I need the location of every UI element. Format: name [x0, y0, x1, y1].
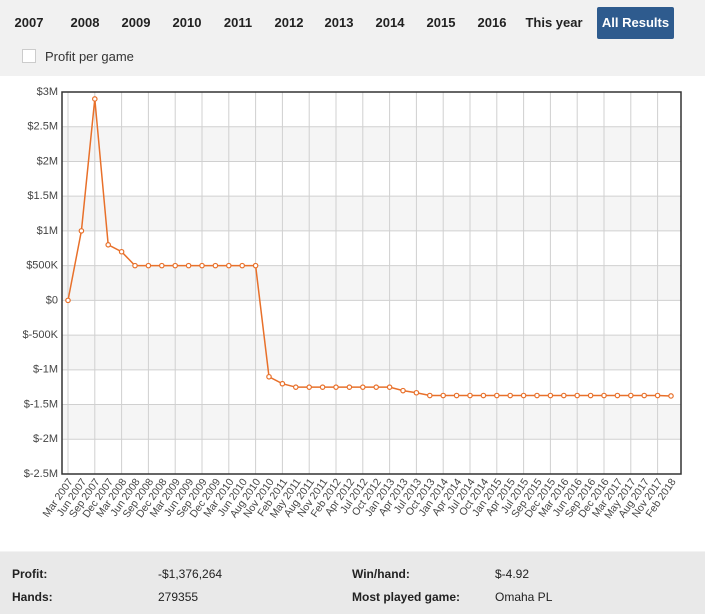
point — [239, 262, 246, 269]
tab[interactable]: 2009 — [121, 15, 151, 30]
point — [132, 262, 138, 269]
point — [359, 384, 366, 390]
plot-border — [61, 91, 682, 475]
grid-band — [62, 335, 681, 370]
point — [453, 392, 460, 399]
tab[interactable]: All Results — [597, 7, 674, 39]
point — [78, 228, 85, 234]
tab[interactable]: 2015 — [426, 15, 456, 30]
point — [92, 96, 98, 102]
y-tick-label: $500K — [26, 260, 58, 272]
point — [467, 392, 473, 399]
point — [480, 392, 487, 399]
point — [641, 392, 648, 399]
tab[interactable]: 2014 — [375, 15, 405, 30]
point — [560, 392, 567, 399]
stat-value: -$1,376,264 — [158, 567, 223, 581]
checkbox[interactable] — [22, 49, 36, 63]
y-tick-label: $-2M — [33, 433, 58, 445]
y-tick-label: $2.5M — [27, 121, 58, 133]
point — [440, 392, 447, 399]
stat-label: Hands: — [12, 590, 53, 604]
y-tick-label: $-500K — [23, 329, 59, 341]
point — [226, 262, 232, 269]
y-tick-label: $1.5M — [27, 190, 58, 202]
grid-band — [62, 196, 681, 231]
point — [587, 392, 594, 399]
point — [266, 373, 272, 380]
stat-value: 279355 — [158, 590, 199, 604]
point — [252, 262, 259, 269]
stat-value: $-4.92 — [495, 567, 530, 581]
tab[interactable]: This year — [525, 15, 583, 30]
point — [65, 297, 71, 304]
point — [400, 387, 406, 394]
y-tick-label: $2M — [37, 155, 58, 167]
point — [105, 242, 112, 248]
y-tick-label: $-2.5M — [24, 468, 58, 480]
point — [654, 392, 661, 399]
chart: $3M $2.5M $2M $1.5M $1M $500K $0 $-500K $-1M $-1.… — [0, 76, 705, 551]
point — [386, 384, 393, 390]
point — [346, 384, 353, 390]
point — [333, 384, 339, 390]
point — [507, 392, 514, 399]
point — [413, 389, 420, 396]
tab[interactable]: 2010 — [172, 15, 202, 30]
point — [292, 384, 299, 390]
point — [306, 384, 313, 390]
y-tick-label: $-1M — [33, 364, 58, 376]
point — [172, 262, 179, 269]
tab[interactable]: 2013 — [324, 15, 354, 30]
point — [319, 384, 326, 390]
point — [199, 262, 205, 269]
toolbar: 2007 2008 2009 2010 2011 2012 2013 2014 2015 2016… — [0, 0, 705, 76]
point — [534, 392, 540, 399]
point — [212, 262, 219, 269]
point — [373, 384, 380, 390]
point — [279, 380, 286, 387]
point — [118, 248, 125, 255]
point — [668, 393, 674, 399]
stat-label: Profit: — [12, 567, 48, 581]
tab[interactable]: 2008 — [70, 15, 100, 30]
stat-label: Win/hand: — [352, 567, 410, 581]
tab[interactable]: 2011 — [223, 15, 253, 30]
point — [185, 262, 192, 269]
y-tick-label: $-1.5M — [24, 398, 58, 410]
grid-band — [62, 265, 681, 301]
point — [601, 392, 607, 399]
y-tick-label: $1M — [37, 225, 58, 237]
point — [627, 392, 634, 399]
stats-panel: Profit: -$1,376,264 Win/hand: $-4.92 Hands: 2… — [0, 552, 705, 614]
checkbox-label[interactable]: Profit per game — [45, 49, 134, 64]
grid-band — [62, 126, 681, 162]
stat-value: Omaha PL — [495, 590, 553, 604]
stat-label: Most played game: — [352, 590, 461, 604]
point — [159, 262, 165, 269]
point — [145, 262, 152, 269]
point — [574, 392, 581, 399]
point — [426, 392, 433, 399]
y-tick-label: $3M — [37, 86, 58, 98]
tab[interactable]: 2016 — [477, 15, 507, 30]
tab[interactable]: 2012 — [274, 15, 304, 30]
tab[interactable]: 2007 — [14, 15, 44, 30]
point — [547, 392, 554, 399]
point — [493, 392, 500, 399]
grid-band — [62, 404, 681, 440]
point — [614, 392, 621, 399]
point — [520, 392, 527, 399]
y-tick-label: $0 — [46, 294, 58, 306]
profit-line — [67, 98, 672, 397]
